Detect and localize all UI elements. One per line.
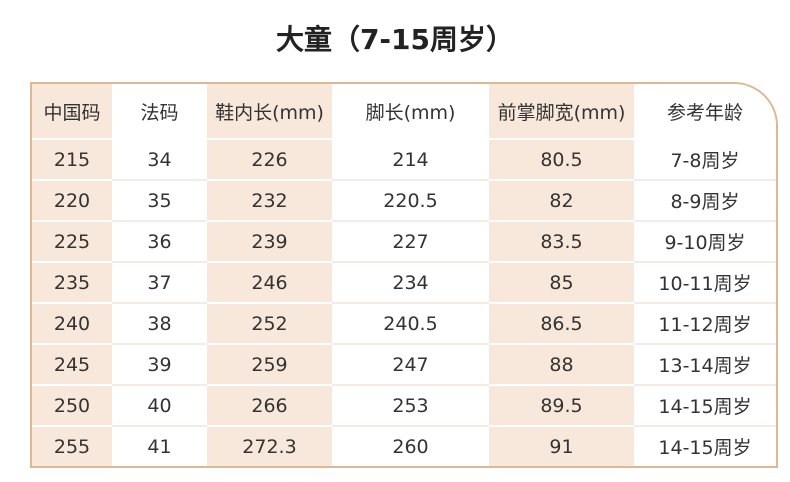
table-cell: 252 [207,303,332,345]
table-cell: 235 [32,262,112,304]
table-cell: 14-15周岁 [634,426,776,466]
table-cell: 7-8周岁 [634,139,776,181]
table-cell: 259 [207,344,332,386]
header-cell: 脚长(mm) [332,84,489,140]
table-row: 225 36 239 227 83.5 9-10周岁 [32,221,776,263]
table-cell: 82 [489,180,634,222]
table-cell: 253 [332,385,489,427]
table-cell: 80.5 [489,139,634,181]
table-cell: 239 [207,221,332,263]
table-body: 中国码 法码 鞋内长(mm) 脚长(mm) 前掌脚宽(mm) 参考年龄 215 34 226 21… [32,84,776,466]
header-cell: 前掌脚宽(mm) [489,84,634,140]
table-cell: 13-14周岁 [634,344,776,386]
header-cell: 鞋内长(mm) [207,84,332,140]
table: 中国码 法码 鞋内长(mm) 脚长(mm) 前掌脚宽(mm) 参考年龄 215 34 226 21… [32,84,776,466]
table-row: 245 39 259 247 88 13-14周岁 [32,344,776,386]
table-row: 240 38 252 240.5 86.5 11-12周岁 [32,303,776,345]
table-cell: 255 [32,426,112,466]
table-cell: 260 [332,426,489,466]
header-cell: 中国码 [32,84,112,140]
table-cell: 225 [32,221,112,263]
table-cell: 215 [32,139,112,181]
table-cell: 266 [207,385,332,427]
table-cell: 88 [489,344,634,386]
table-cell: 34 [112,139,207,181]
table-cell: 245 [32,344,112,386]
table-cell: 9-10周岁 [634,221,776,263]
size-table: 中国码 法码 鞋内长(mm) 脚长(mm) 前掌脚宽(mm) 参考年龄 215 34 226 21… [30,82,778,468]
table-cell: 234 [332,262,489,304]
header-cell: 参考年龄 [634,84,776,140]
table-cell: 86.5 [489,303,634,345]
table-cell: 214 [332,139,489,181]
table-row: 220 35 232 220.5 82 8-9周岁 [32,180,776,222]
table-row: 250 40 266 253 89.5 14-15周岁 [32,385,776,427]
table-cell: 38 [112,303,207,345]
table-cell: 8-9周岁 [634,180,776,222]
table-cell: 232 [207,180,332,222]
table-cell: 83.5 [489,221,634,263]
header-cell: 法码 [112,84,207,140]
table-cell: 226 [207,139,332,181]
table-cell: 272.3 [207,426,332,466]
table-cell: 85 [489,262,634,304]
table-cell: 37 [112,262,207,304]
table-cell: 89.5 [489,385,634,427]
table-cell: 220 [32,180,112,222]
table-cell: 246 [207,262,332,304]
table-cell: 240.5 [332,303,489,345]
table-row: 255 41 272.3 260 91 14-15周岁 [32,426,776,466]
table-cell: 247 [332,344,489,386]
title: 大童（7-15周岁） [275,23,515,56]
table-cell: 240 [32,303,112,345]
table-row: 235 37 246 234 85 10-11周岁 [32,262,776,304]
table-cell: 220.5 [332,180,489,222]
table-cell: 14-15周岁 [634,385,776,427]
table-cell: 91 [489,426,634,466]
table-cell: 227 [332,221,489,263]
table-cell: 10-11周岁 [634,262,776,304]
table-cell: 40 [112,385,207,427]
table-cell: 35 [112,180,207,222]
table-cell: 250 [32,385,112,427]
table-cell: 41 [112,426,207,466]
table-cell: 39 [112,344,207,386]
table-cell: 36 [112,221,207,263]
header-row: 中国码 法码 鞋内长(mm) 脚长(mm) 前掌脚宽(mm) 参考年龄 [32,84,776,140]
table-cell: 11-12周岁 [634,303,776,345]
table-row: 215 34 226 214 80.5 7-8周岁 [32,139,776,181]
